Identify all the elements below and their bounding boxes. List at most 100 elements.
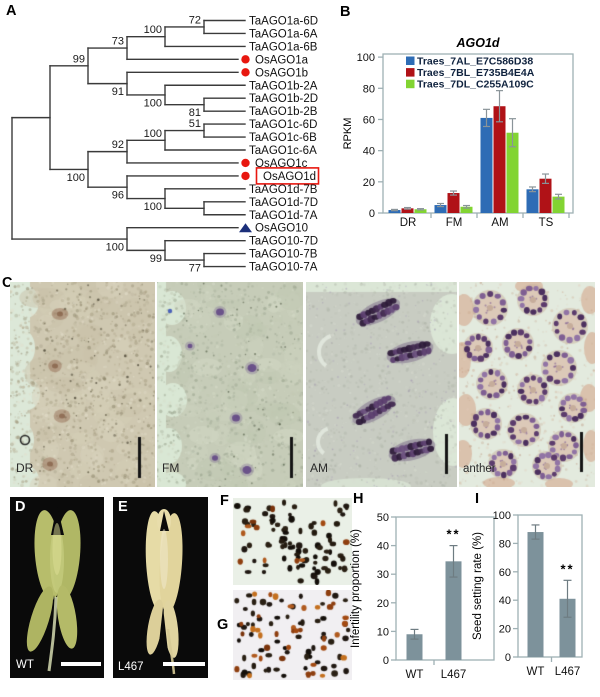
panel-a-label: A (6, 3, 17, 19)
tree-leaf-label: TaAGO1a-6A (249, 28, 318, 40)
significance-marker: ** (560, 561, 574, 576)
panel-d-label: D (15, 499, 26, 515)
x-category-label: AM (491, 217, 508, 229)
y-tick-label: 80 (363, 83, 375, 95)
y-axis-label: Seed setting rate (%) (472, 532, 484, 640)
bar (480, 117, 493, 213)
tree-support-value: 91 (112, 86, 124, 98)
chart-title: AGO1d (455, 36, 499, 50)
tree-leaf-label: TaAGO1d-7A (249, 210, 318, 222)
x-category-label: TS (539, 217, 554, 229)
tree-leaf-label: TaAGO1d-7D (249, 197, 318, 209)
tree-leaf-label: TaAGO10-7A (249, 262, 318, 274)
bar (406, 634, 423, 660)
legend-swatch (406, 68, 415, 77)
wt-anther-photo (10, 497, 104, 678)
bar (460, 206, 473, 213)
y-axis-label: RPKM (342, 118, 354, 150)
tree-leaf-label: TaAGO1d-7B (249, 184, 318, 196)
bar (434, 205, 447, 213)
legend-item: Traes_7DL_C255A109C (417, 79, 534, 91)
tree-leaf-label: TaAGO10-7D (249, 236, 318, 248)
plot-border (395, 516, 495, 661)
tree-leaf-label: TaAGO1b-2B (249, 106, 318, 118)
panel-b-label: B (340, 4, 351, 20)
y-tick-label: 80 (499, 538, 511, 550)
panel-i-label: I (475, 491, 480, 507)
tree-support-value: 72 (189, 14, 201, 26)
bar (559, 598, 576, 657)
bar (414, 209, 427, 213)
bar (527, 532, 544, 657)
red-circle-icon (241, 55, 250, 64)
x-category-label: DR (400, 217, 417, 229)
tree-support-value: 92 (112, 139, 124, 151)
y-tick-label: 40 (499, 595, 511, 607)
bar (539, 178, 552, 213)
panel-c-label: C (2, 275, 13, 291)
micrograph-anther (459, 282, 595, 487)
x-category-label: L467 (555, 666, 581, 678)
y-tick-label: 20 (499, 624, 511, 636)
tree-support-value: 51 (189, 118, 201, 130)
tree-support-value: 100 (144, 201, 162, 213)
bar (506, 132, 519, 213)
wt-caption: WT (16, 659, 34, 671)
tree-support-value: 100 (144, 24, 162, 36)
tree-leaf-label: OsAGO1c (255, 158, 308, 170)
tree-support-value: 77 (189, 263, 201, 275)
tree-leaf-label: TaAGO1b-2D (249, 93, 318, 105)
tree-support-value: 100 (144, 128, 162, 140)
y-tick-label: 0 (383, 655, 389, 667)
x-category-label: WT (406, 669, 424, 681)
bar (401, 208, 414, 213)
red-circle-icon (241, 68, 250, 77)
y-tick-label: 60 (499, 567, 511, 579)
blue-triangle-icon (239, 223, 252, 233)
micrograph-am (306, 282, 457, 487)
bar (388, 210, 401, 213)
y-tick-label: 50 (377, 512, 389, 524)
y-tick-label: 20 (377, 598, 389, 610)
bar (445, 561, 462, 660)
caption-dr: DR (16, 461, 34, 475)
y-tick-label: 20 (363, 177, 375, 189)
red-circle-icon (241, 171, 250, 181)
y-tick-label: 0 (369, 208, 375, 220)
tree-support-value: 100 (144, 97, 162, 109)
wt-anther-illustration (26, 505, 81, 672)
seed-setting-bar-chart: 0 20 40 60 80 100 Seed setting rate (%) WT ** L46… (472, 510, 583, 678)
tree-support-value: 81 (189, 107, 201, 119)
mutant-caption: L467 (118, 661, 144, 673)
caption-fm: FM (162, 461, 180, 475)
y-tick-label: 40 (363, 146, 375, 158)
tree-support-value: 99 (150, 253, 162, 265)
y-tick-label: 0 (505, 652, 511, 664)
tree-leaf-label: TaAGO1c-6A (249, 145, 317, 157)
panel-e-label: E (118, 499, 128, 515)
panel-f-label: F (220, 493, 229, 509)
expression-bar-chart: AGO1d 0 20 40 60 80 100 RPKM DR FM AM TS Traes_7AL_E… (342, 36, 574, 229)
infertility-bar-chart: 0 10 20 30 40 50 Infertility proportion (%) WT *… (350, 512, 495, 681)
pollen-image-mutant (233, 590, 352, 680)
micrograph-fm (157, 282, 303, 487)
red-circle-icon (241, 158, 250, 168)
mutant-anther-photo (113, 497, 208, 678)
significance-marker: ** (446, 527, 460, 542)
caption-anther: anther (463, 463, 496, 475)
tree-leaf-label: TaAGO10-7B (249, 249, 318, 261)
highlight-box (255, 167, 320, 185)
panel-h-label: H (353, 491, 364, 507)
panel-g-label: G (217, 617, 229, 633)
tree-support-value: 100 (106, 242, 124, 254)
tree-support-value: 99 (73, 53, 85, 65)
y-tick-label: 10 (377, 626, 389, 638)
x-category-label: L467 (441, 669, 467, 681)
y-tick-label: 60 (363, 114, 375, 126)
y-tick-label: 100 (493, 510, 511, 522)
bar (552, 196, 565, 213)
bar (493, 106, 506, 213)
scale-bar (61, 662, 101, 666)
mutant-anther-illustration (145, 509, 183, 675)
